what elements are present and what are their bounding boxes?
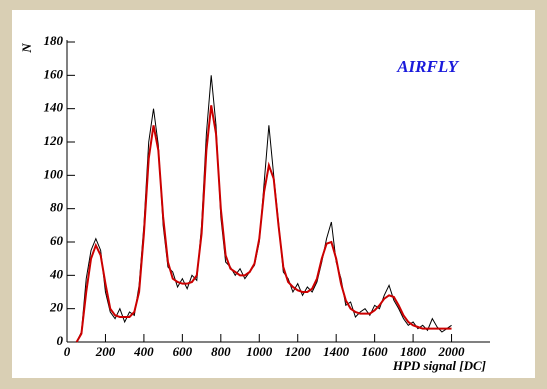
y-tick-label: 140 [44, 100, 64, 115]
x-tick-label: 400 [133, 344, 154, 359]
panel [12, 10, 535, 378]
y-axis-label: N [19, 43, 34, 54]
x-tick-label: 600 [173, 344, 193, 359]
x-tick-label: 2000 [438, 344, 466, 359]
x-axis-label: HPD signal [DC] [392, 358, 486, 373]
x-tick-label: 0 [64, 344, 71, 359]
y-tick-label: 0 [57, 333, 64, 348]
x-tick-label: 1200 [285, 344, 312, 359]
y-tick-label: 180 [44, 33, 64, 48]
x-tick-label: 1600 [362, 344, 389, 359]
y-tick-label: 160 [44, 66, 64, 81]
y-tick-label: 40 [49, 266, 64, 281]
y-tick-label: 60 [50, 233, 64, 248]
series-line [75, 105, 452, 343]
x-tick-label: 1800 [400, 344, 427, 359]
x-tick-label: 1000 [246, 344, 273, 359]
x-tick-label: 200 [95, 344, 116, 359]
y-tick-label: 80 [50, 200, 64, 215]
y-tick-label: 100 [44, 166, 64, 181]
x-tick-label: 1400 [323, 344, 350, 359]
annotation: AIRFLY [396, 57, 459, 76]
y-tick-label: 20 [49, 300, 64, 315]
x-tick-label: 800 [211, 344, 231, 359]
y-tick-label: 120 [44, 133, 64, 148]
